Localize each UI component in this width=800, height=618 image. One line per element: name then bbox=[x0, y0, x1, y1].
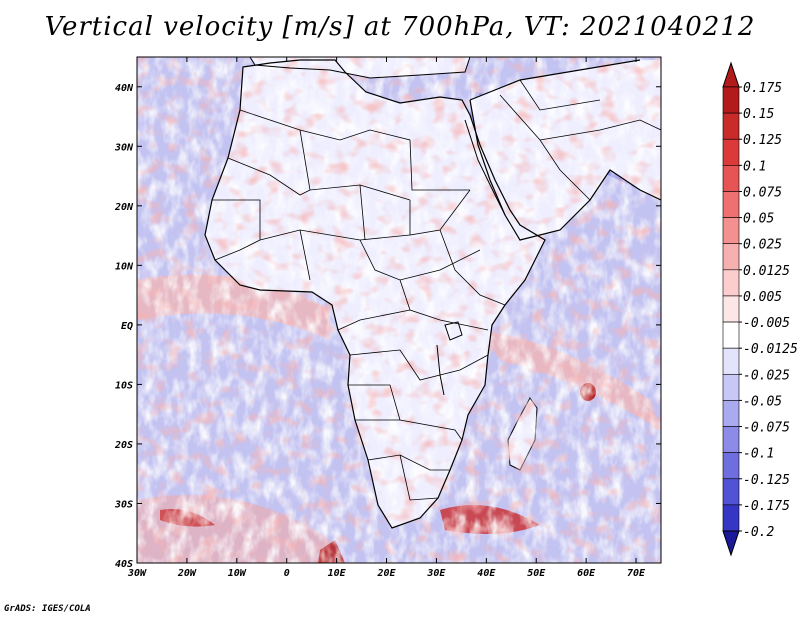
colorbar-swatch bbox=[722, 426, 740, 453]
africa-coastline bbox=[204, 59, 546, 529]
colorbar-bottom-arrow bbox=[722, 530, 740, 557]
lon-tick-label: 0 bbox=[284, 568, 290, 579]
lat-tick-label: 30S bbox=[114, 499, 133, 510]
lat-tick-label: 20N bbox=[114, 202, 134, 213]
lake-tanganyika bbox=[436, 344, 445, 396]
lon-tick-label: 10W bbox=[228, 568, 247, 579]
lon-tick-label: 20W bbox=[177, 568, 197, 579]
colorbar-label: -0.025 bbox=[743, 368, 790, 383]
lon-tick-label: 50E bbox=[527, 568, 546, 579]
vertical-velocity-field bbox=[137, 57, 661, 563]
lon-tick-label: 20E bbox=[376, 568, 396, 579]
colorbar-swatch bbox=[722, 400, 740, 427]
europe-coastline bbox=[249, 57, 471, 79]
colorbar-label: 0.175 bbox=[743, 81, 782, 96]
colorbar-label: -0.05 bbox=[743, 394, 782, 409]
colorbar-label: -0.075 bbox=[743, 421, 790, 436]
grads-credit: GrADS: IGES/COLA bbox=[4, 604, 91, 614]
colorbar-label: -0.0125 bbox=[743, 342, 798, 357]
longitude-axis: 30W 20W 10W 0 10E 20E 30E 40E 50E 60E 70E bbox=[127, 57, 646, 579]
lat-tick-label: EQ bbox=[121, 321, 133, 332]
red-sea bbox=[464, 119, 506, 216]
colorbar-swatch bbox=[722, 112, 740, 140]
colorbar-label: 0.005 bbox=[743, 290, 782, 305]
lon-tick-label: 10E bbox=[328, 568, 347, 579]
colorbar-label: 0.025 bbox=[743, 238, 782, 253]
lon-tick-label: 70E bbox=[627, 568, 646, 579]
colorbar-swatch bbox=[722, 373, 740, 401]
colorbar-swatch bbox=[722, 269, 740, 297]
colorbar-swatch bbox=[722, 243, 740, 271]
lon-tick-label: 60E bbox=[577, 568, 596, 579]
lat-tick-label: 20S bbox=[114, 440, 133, 451]
lat-tick-label: 30N bbox=[114, 142, 134, 153]
map-title: Vertical velocity [m/s] at 700hPa, VT: 2… bbox=[44, 12, 756, 42]
lon-tick-label: 40E bbox=[477, 568, 496, 579]
lat-tick-label: 10S bbox=[115, 380, 133, 391]
colorbar-swatch bbox=[722, 165, 740, 192]
latitude-axis: 40N 30N 20N 10N EQ 10S 20S 30S 40S bbox=[114, 83, 661, 570]
colorbar-swatch bbox=[722, 138, 740, 166]
colorbar-swatch bbox=[722, 347, 740, 375]
colorbar-label: -0.175 bbox=[743, 499, 790, 514]
colorbar-label: -0.2 bbox=[743, 525, 774, 540]
plot-frame bbox=[136, 56, 662, 564]
colorbar-swatch bbox=[722, 191, 740, 218]
colorbar-label: 0.15 bbox=[743, 107, 774, 122]
lat-tick-label: 40S bbox=[115, 559, 133, 570]
colorbar-swatch bbox=[722, 452, 740, 480]
colorbar-label: -0.125 bbox=[743, 473, 790, 488]
colorbar-label: 0.0125 bbox=[743, 264, 790, 279]
colorbar-label: -0.1 bbox=[743, 447, 774, 462]
lon-tick-label: 30E bbox=[426, 568, 446, 579]
colorbar-swatch bbox=[722, 321, 740, 349]
lat-tick-label: 40N bbox=[115, 83, 134, 94]
country-borders bbox=[212, 109, 506, 501]
colorbar-top-arrow bbox=[722, 61, 740, 88]
colorbar-swatch bbox=[722, 478, 740, 506]
middle-east-borders bbox=[499, 79, 661, 201]
lat-tick-label: 10N bbox=[115, 261, 134, 272]
colorbar-label: 0.125 bbox=[743, 133, 782, 148]
colorbar-label: 0.075 bbox=[743, 185, 782, 200]
colorbar-label: 0.1 bbox=[743, 159, 766, 174]
colorbar-label: -0.005 bbox=[743, 316, 790, 331]
colorbar: 0.175 0.15 0.125 0.1 0.075 0.05 0.025 0.0125 0.0… bbox=[722, 61, 798, 557]
colorbar-swatch bbox=[722, 86, 740, 114]
lake-victoria bbox=[444, 321, 463, 341]
lon-tick-label: 30W bbox=[127, 568, 147, 579]
colorbar-swatch bbox=[722, 295, 740, 323]
colorbar-swatch bbox=[722, 217, 740, 245]
colorbar-swatch bbox=[722, 504, 740, 532]
colorbar-label: 0.05 bbox=[743, 212, 774, 227]
field-texture-red bbox=[137, 57, 661, 563]
